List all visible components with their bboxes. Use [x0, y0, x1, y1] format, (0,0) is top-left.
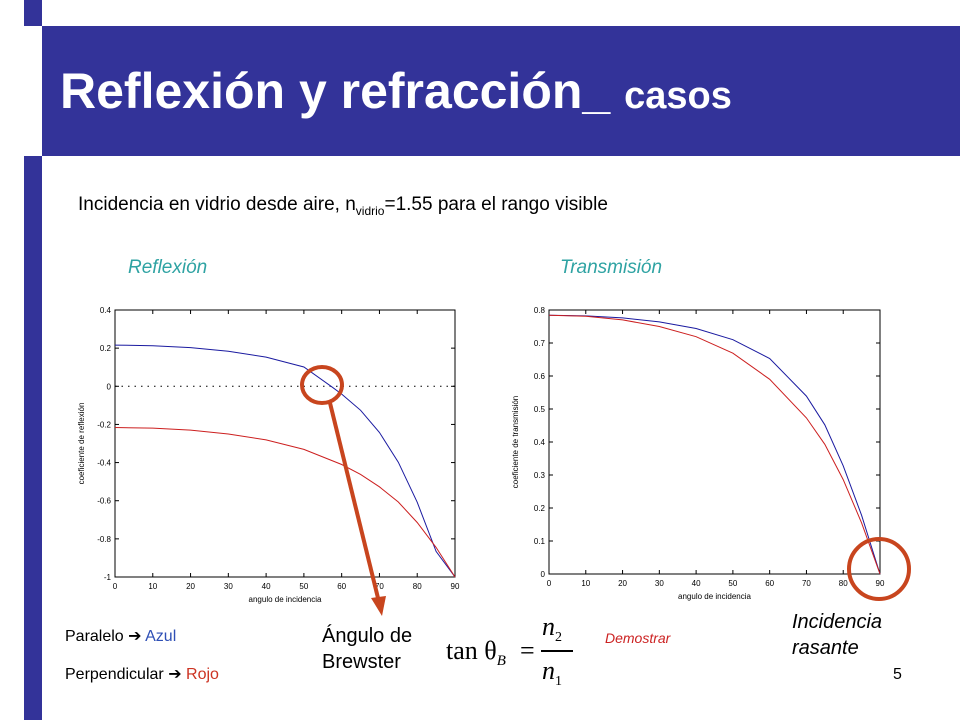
reflection-label: Reflexión	[128, 257, 208, 278]
series-line-paralelo	[548, 314, 881, 575]
y-axis-label: coeficiente de reflexión	[77, 403, 86, 485]
y-tick-label: 0.7	[534, 339, 546, 348]
formula-den-n: n	[542, 656, 555, 685]
brewster-circle	[300, 365, 344, 405]
slide-subtitle: Incidencia en vidrio desde aire, nvidrio…	[78, 194, 608, 218]
x-tick-label: 60	[337, 582, 346, 591]
x-tick-label: 0	[113, 582, 118, 591]
y-tick-label: 0.5	[534, 405, 546, 414]
series-line-perpendicular	[114, 427, 456, 578]
slide-title-main: Reflexión y refracción_	[60, 63, 625, 119]
x-tick-label: 60	[765, 579, 774, 588]
x-axis-label: angulo de incidencia	[249, 595, 322, 604]
y-tick-label: -0.6	[97, 497, 111, 506]
x-tick-label: 70	[802, 579, 811, 588]
grazing-line2: rasante	[792, 637, 859, 659]
grazing-circle	[847, 537, 911, 601]
brewster-arrow-head	[371, 596, 386, 616]
transmission-label: Transmisión	[560, 257, 663, 278]
reflection-chart: 0 10 20 30 40 50 60 70 80 90 -1 -0.8 -0.6 -0.4 -0.2 0 0.…	[77, 306, 460, 604]
x-tick-label: 90	[451, 582, 460, 591]
formula-lhs-text: tan θ	[446, 636, 497, 665]
title-band	[42, 26, 960, 156]
plot-frame	[114, 309, 456, 578]
x-axis-label: angulo de incidencia	[678, 592, 751, 601]
y-tick-label: 0.2	[100, 344, 112, 353]
y-tick-label: 0.1	[534, 537, 546, 546]
slide-title-small: casos	[624, 75, 732, 117]
legend-perp-label: Perpendicular	[65, 666, 164, 683]
x-tick-label: 20	[186, 582, 195, 591]
formula-denominator: n1	[542, 656, 562, 690]
subtitle-suffix: =1.55 para el rango visible	[384, 194, 608, 215]
plot-frame	[548, 309, 881, 575]
arrow-right-icon: ➔	[168, 666, 182, 683]
demostrar-note: Demostrar	[605, 630, 671, 646]
y-tick-label: 0.2	[534, 504, 546, 513]
grazing-line1: Incidencia	[792, 611, 883, 633]
x-tick-label: 80	[413, 582, 422, 591]
y-tick-label: 0.4	[534, 438, 546, 447]
y-tick-label: 0.4	[100, 306, 112, 315]
arrow-right-icon: ➔	[128, 628, 142, 645]
series-line-paralelo	[114, 344, 456, 578]
x-tick-label: 90	[876, 579, 885, 588]
y-tick-label: -1	[104, 573, 112, 582]
x-tick-label: 80	[839, 579, 848, 588]
y-tick-label: 0.8	[534, 306, 546, 315]
legend-perpendicular: Perpendicular ➔ Rojo	[65, 664, 219, 684]
formula-num-n: n	[542, 612, 555, 641]
subtitle-subscript: vidrio	[355, 203, 385, 218]
x-tick-label: 70	[375, 582, 384, 591]
brewster-callout: Ángulo de Brewster	[322, 623, 412, 675]
x-tick-label: 30	[224, 582, 233, 591]
slide-title: Reflexión y refracción_ casos	[60, 62, 732, 120]
formula-numerator: n2	[542, 612, 562, 646]
x-tick-label: 20	[618, 579, 627, 588]
x-tick-label: 40	[262, 582, 271, 591]
grazing-callout: Incidencia rasante	[792, 609, 882, 661]
y-tick-label: 0	[541, 570, 546, 579]
brewster-line1: Ángulo de	[322, 625, 413, 647]
x-tick-label: 50	[299, 582, 308, 591]
x-tick-label: 30	[655, 579, 664, 588]
y-tick-label: -0.4	[97, 459, 111, 468]
transmission-chart: 0 10 20 30 40 50 60 70 80 90 0 0.1 0.2 0.3 0.4 0.5 0.6 0.…	[511, 306, 885, 601]
brewster-arrow-shaft	[328, 402, 380, 599]
legend-parallel-color: Azul	[145, 628, 177, 645]
subtitle-prefix: Incidencia en vidrio desde aire, n	[78, 194, 356, 215]
x-tick-label: 10	[148, 582, 157, 591]
y-tick-label: -0.8	[97, 535, 111, 544]
title-band-gap	[24, 26, 42, 156]
y-tick-label: 0	[107, 382, 112, 391]
x-tick-label: 10	[581, 579, 590, 588]
brewster-formula: tan θB = n2 n1	[446, 612, 576, 692]
y-axis-label: coeficiente de transmisión	[511, 396, 520, 489]
left-accent-bar	[24, 0, 42, 720]
formula-num-sub: 2	[555, 630, 562, 646]
formula-equals: =	[520, 636, 535, 665]
x-tick-label: 0	[547, 579, 552, 588]
formula-lhs-sub: B	[496, 653, 506, 670]
brewster-line2: Brewster	[322, 651, 401, 673]
y-tick-label: -0.2	[97, 420, 111, 429]
page-number: 5	[893, 666, 902, 683]
legend-perp-color: Rojo	[186, 666, 219, 683]
formula-fraction-bar	[541, 650, 573, 652]
x-tick-label: 40	[692, 579, 701, 588]
x-tick-label: 50	[728, 579, 737, 588]
legend-parallel: Paralelo ➔ Azul	[65, 626, 176, 646]
formula-den-sub: 1	[555, 674, 562, 690]
formula-lhs: tan θB	[446, 636, 506, 670]
y-tick-label: 0.3	[534, 471, 546, 480]
series-line-perpendicular	[548, 314, 881, 575]
y-tick-label: 0.6	[534, 372, 546, 381]
legend-parallel-label: Paralelo	[65, 628, 124, 645]
